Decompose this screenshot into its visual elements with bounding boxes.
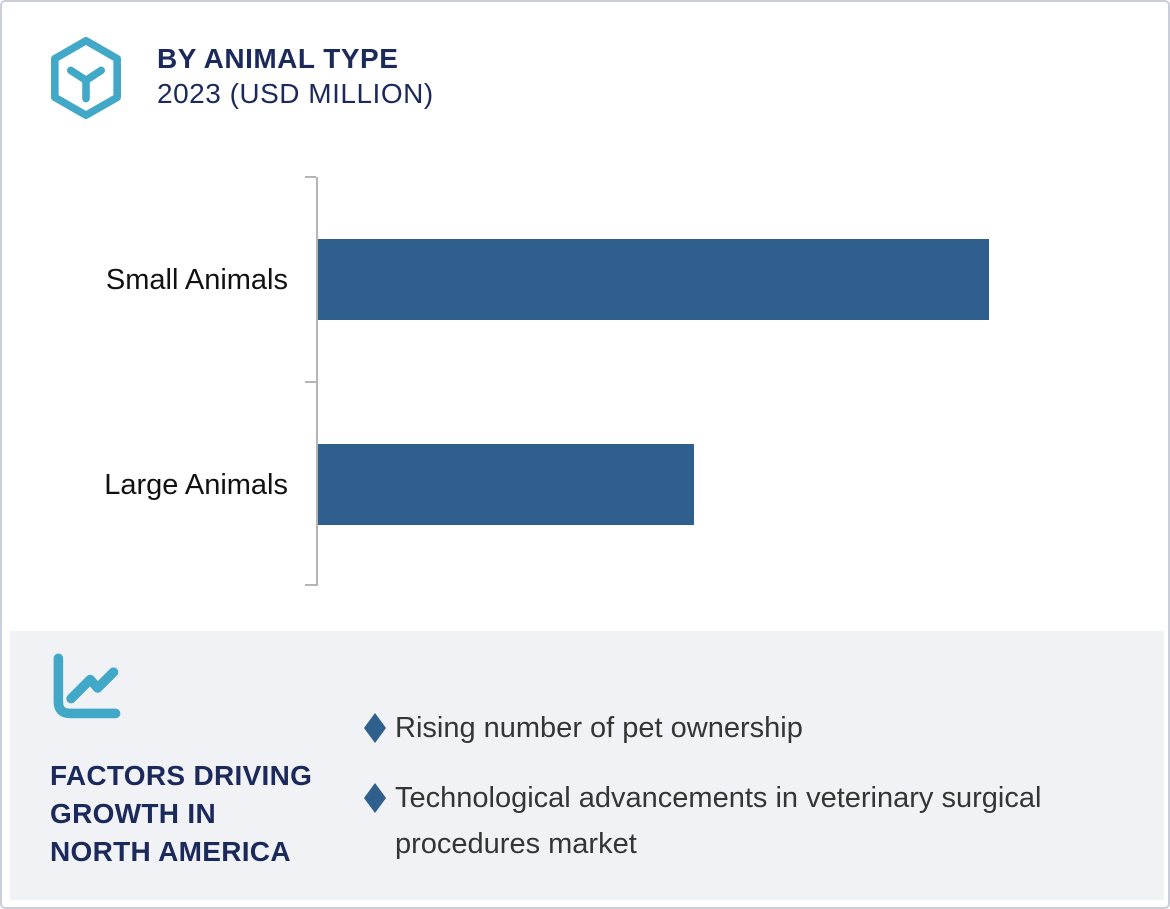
category-label-large-animals: Large Animals (104, 469, 288, 501)
category-axis-line (316, 177, 318, 586)
axis-tick (305, 176, 316, 178)
factors-heading-line: FACTORS DRIVING (50, 760, 313, 791)
list-item: Technological advancements in veterinary… (364, 775, 1064, 867)
factors-heading: FACTORS DRIVING GROWTH IN NORTH AMERICA (50, 757, 312, 871)
axis-tick (305, 381, 316, 383)
factors-heading-line: NORTH AMERICA (50, 836, 291, 867)
category-label-small-animals: Small Animals (105, 264, 288, 296)
diamond-bullet-icon (364, 713, 386, 743)
factors-bullet-list: Rising number of pet ownership Technolog… (364, 705, 1064, 891)
axis-tick (305, 584, 316, 586)
bullet-text: Technological advancements in veterinary… (395, 782, 1042, 860)
factors-heading-line: GROWTH IN (50, 798, 217, 829)
bar-large-animals (318, 444, 694, 525)
hexagon-cube-icon (48, 36, 124, 120)
chart-title: BY ANIMAL TYPE (157, 43, 399, 74)
factors-panel: FACTORS DRIVING GROWTH IN NORTH AMERICA … (10, 631, 1164, 900)
bullet-text: Rising number of pet ownership (395, 712, 803, 744)
diamond-bullet-icon (364, 783, 386, 813)
list-item: Rising number of pet ownership (364, 705, 1064, 751)
bar-small-animals (318, 239, 989, 320)
title-block: BY ANIMAL TYPE 2023 (USD MILLION) (157, 42, 434, 112)
line-chart-icon (48, 653, 126, 723)
chart-subtitle: 2023 (USD MILLION) (157, 78, 434, 109)
